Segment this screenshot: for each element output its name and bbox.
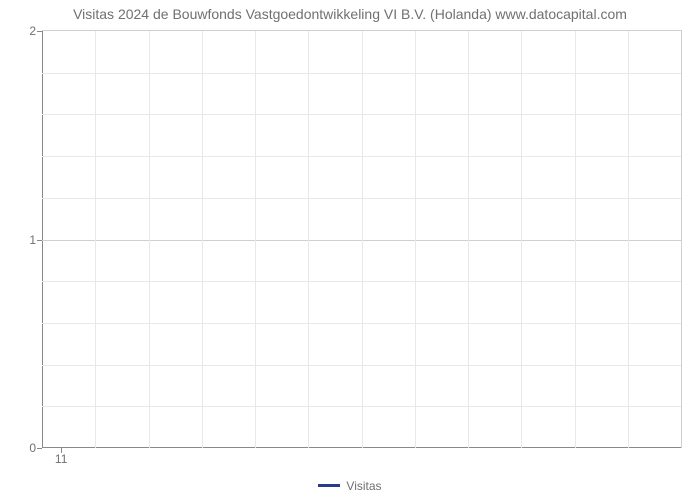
gridline-vertical [149,31,150,448]
gridline-vertical [308,31,309,448]
gridline-vertical [468,31,469,448]
gridline-vertical [362,31,363,448]
chart-title: Visitas 2024 de Bouwfonds Vastgoedontwik… [0,6,700,22]
y-tick-mark [37,448,42,449]
legend-label: Visitas [346,479,381,493]
gridline-vertical [415,31,416,448]
gridline-vertical [202,31,203,448]
chart-container: Visitas 2024 de Bouwfonds Vastgoedontwik… [0,0,700,500]
y-tick-mark [37,240,42,241]
plot-area: 01211 [42,30,682,448]
legend: Visitas [0,478,700,493]
gridline-vertical [95,31,96,448]
y-tick-mark [37,31,42,32]
gridline-vertical [255,31,256,448]
legend-swatch [318,484,340,487]
gridline-vertical [575,31,576,448]
x-tick-mark [61,448,62,453]
gridline-vertical [521,31,522,448]
gridline-vertical [628,31,629,448]
